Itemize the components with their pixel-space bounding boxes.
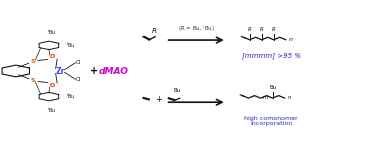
Text: Cl: Cl xyxy=(76,77,81,82)
Text: +: + xyxy=(90,66,98,76)
Text: +: + xyxy=(155,95,161,104)
Text: dMAO: dMAO xyxy=(99,66,129,76)
Text: R: R xyxy=(152,28,157,34)
Text: R: R xyxy=(248,27,252,32)
Text: $^t$Bu: $^t$Bu xyxy=(66,41,76,50)
Text: $^t$Bu: $^t$Bu xyxy=(66,92,76,101)
Text: [mmmm] >95 %: [mmmm] >95 % xyxy=(242,52,301,59)
Text: Cl: Cl xyxy=(76,60,81,65)
Text: $^t$Bu: $^t$Bu xyxy=(47,106,57,115)
Text: high comonomer
incorporation: high comonomer incorporation xyxy=(244,115,298,126)
Text: $^t$Bu: $^t$Bu xyxy=(47,28,57,37)
Text: R: R xyxy=(260,27,263,32)
Text: O: O xyxy=(49,83,54,88)
Text: $n$: $n$ xyxy=(287,94,292,101)
Text: R: R xyxy=(272,27,276,32)
Text: Bu: Bu xyxy=(269,85,276,90)
Text: Zr: Zr xyxy=(56,66,65,76)
Text: S: S xyxy=(31,59,36,64)
Text: O: O xyxy=(49,54,54,59)
Text: $m$: $m$ xyxy=(262,94,269,101)
Text: Bu: Bu xyxy=(173,88,180,93)
Text: S: S xyxy=(31,78,36,83)
Text: $n$: $n$ xyxy=(288,36,294,43)
Text: (R = Bu, $^i$Bu): (R = Bu, $^i$Bu) xyxy=(178,24,215,35)
